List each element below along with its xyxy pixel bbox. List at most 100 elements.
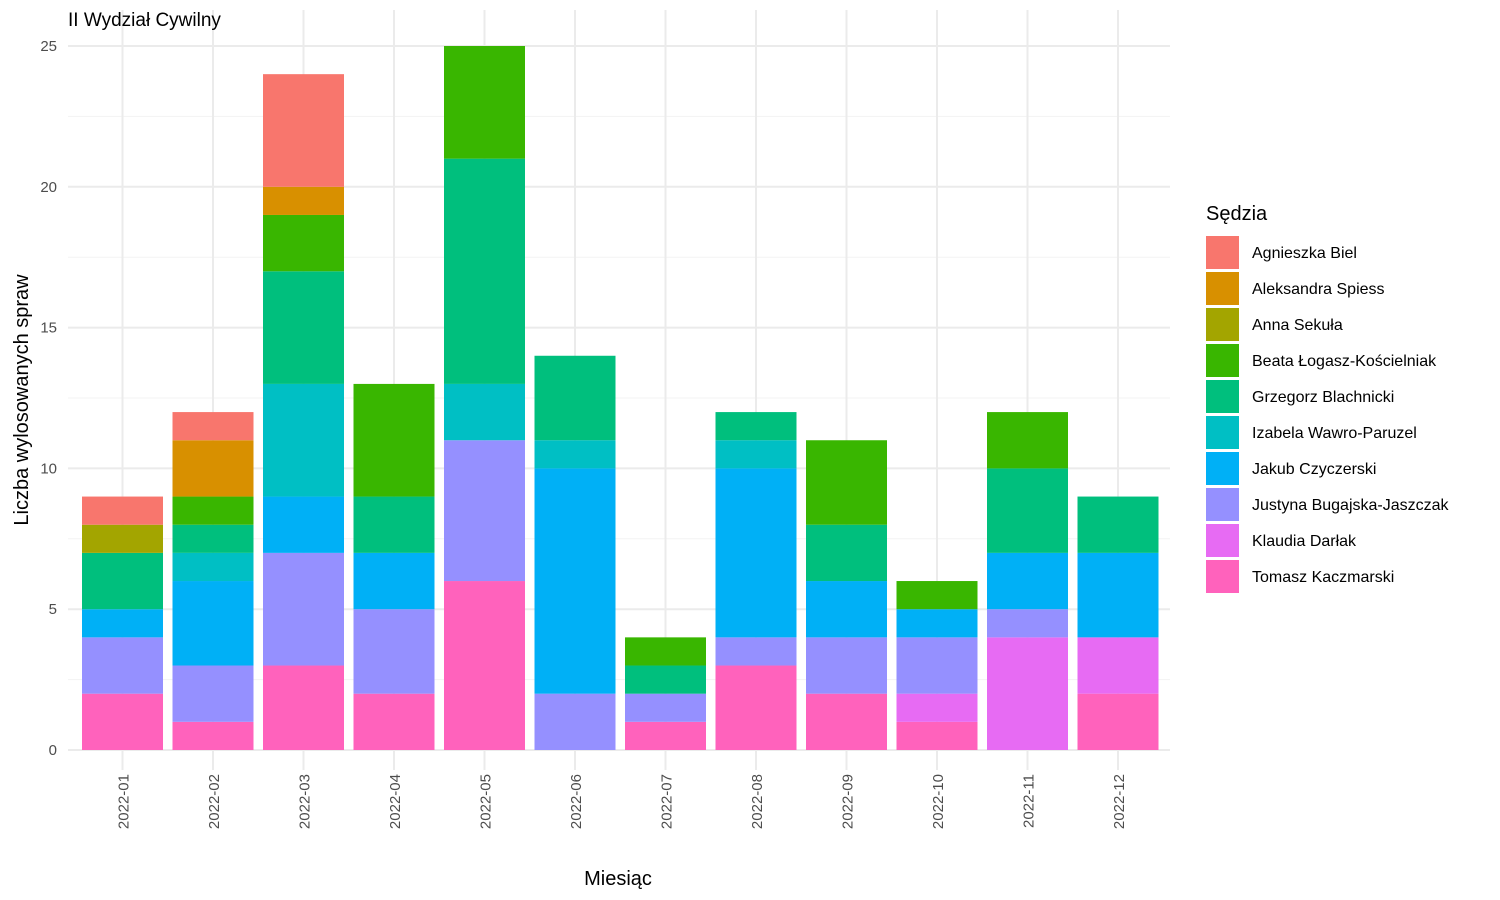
legend-swatch [1206,308,1239,341]
bar-segment [715,637,797,666]
legend-swatch [1206,272,1239,305]
bar-segment [806,440,887,525]
x-tick-label: 2022-04 [387,774,404,829]
bar-segment [353,552,435,610]
legend-swatch [1206,380,1239,413]
bar-segment [987,412,1068,469]
legend: Agnieszka Biel Aleksandra Spiess Anna Seku… [1206,236,1450,593]
legend-label: Grzegorz Blachnicki [1252,389,1394,406]
bar-segment [263,383,344,497]
bar-segment [444,46,525,159]
x-axis-ticks: 2022-01 2022-02 2022-03 2022-04 2022-05 2022-… [116,774,1129,829]
bar-segment [353,609,435,694]
bar-segment [444,440,525,582]
bar-segment [806,637,887,694]
bar-segment [1077,552,1159,638]
bar-segment [172,524,254,553]
bar-segment [534,440,616,469]
legend-label: Izabela Wawro-Paruzel [1252,425,1417,442]
legend-swatch [1206,452,1239,485]
legend-label: Anna Sekuła [1252,317,1343,334]
legend-label: Klaudia Darłak [1252,533,1357,550]
bar-segment [263,496,344,553]
bar-segment [534,693,616,750]
bar-segment [172,552,254,582]
x-tick-label: 2022-03 [297,774,314,829]
bar-segment [625,721,706,750]
x-axis-title: Miesiąc [584,868,652,890]
x-tick-label: 2022-12 [1111,774,1128,829]
y-tick-label: 25 [40,38,57,55]
bar-segment [172,665,254,722]
bar-segment [806,693,887,750]
bar-segment [896,693,978,722]
bar-segment [896,581,978,610]
legend-title: Sędzia [1206,203,1268,225]
x-tick-label: 2022-06 [568,774,585,829]
bar-segment [715,665,797,750]
bar-segment [172,581,254,666]
legend-swatch [1206,416,1239,449]
y-tick-label: 5 [49,601,57,618]
x-tick-label: 2022-08 [749,774,766,829]
bar-segment [263,74,344,187]
bar-segment [353,693,435,750]
legend-swatch [1206,524,1239,557]
bar-segment [1077,693,1159,750]
bar-segment [263,271,344,384]
x-tick-label: 2022-05 [478,774,495,829]
y-axis-ticks: 0 5 10 15 20 25 [40,38,57,759]
bar-segment [444,581,525,750]
bar-segment [444,158,525,384]
bar-segment [353,496,435,553]
bar-segment [896,609,978,638]
y-axis-title: Liczba wylosowanych spraw [11,274,33,526]
bar-segment [263,552,344,666]
bar-segment [534,468,616,694]
bar-segment [82,496,163,525]
legend-label: Justyna Bugajska-Jaszczak [1252,497,1450,514]
legend-label: Agnieszka Biel [1252,245,1357,262]
bar-segment [625,665,706,694]
bars [82,46,1159,750]
bar-segment [806,581,887,638]
bar-segment [715,468,797,638]
y-tick-label: 15 [40,320,57,337]
bar-segment [263,214,344,272]
bar-segment [896,721,978,750]
bar-segment [82,637,163,694]
x-tick-label: 2022-11 [1021,774,1038,828]
bar-segment [987,552,1068,610]
legend-label: Beata Łogasz-Kościelniak [1252,353,1437,370]
bar-segment [444,383,525,441]
bar-segment [82,552,163,610]
bar-segment [896,637,978,694]
bar-segment [172,440,254,497]
bar-segment [172,412,254,441]
legend-swatch [1206,488,1239,521]
bar-segment [82,524,163,553]
bar-segment [534,355,616,441]
bar-segment [263,186,344,215]
bar-segment [82,693,163,750]
legend-swatch [1206,344,1239,377]
x-tick-label: 2022-07 [659,774,676,829]
x-tick-label: 2022-10 [930,774,947,829]
bar-segment [987,609,1068,638]
bar-segment [353,383,435,497]
bar-segment [172,496,254,525]
bar-segment [715,412,797,441]
bar-segment [1077,637,1159,694]
bar-segment [715,440,797,469]
bar-segment [987,468,1068,553]
legend-swatch [1206,236,1239,269]
chart-title: II Wydział Cywilny [68,10,221,31]
bar-segment [806,524,887,582]
legend-swatch [1206,560,1239,593]
legend-label: Aleksandra Spiess [1252,281,1385,298]
x-tick-label: 2022-01 [116,774,133,829]
x-tick-label: 2022-09 [840,774,857,829]
x-tick-label: 2022-02 [206,774,223,829]
bar-segment [263,665,344,750]
